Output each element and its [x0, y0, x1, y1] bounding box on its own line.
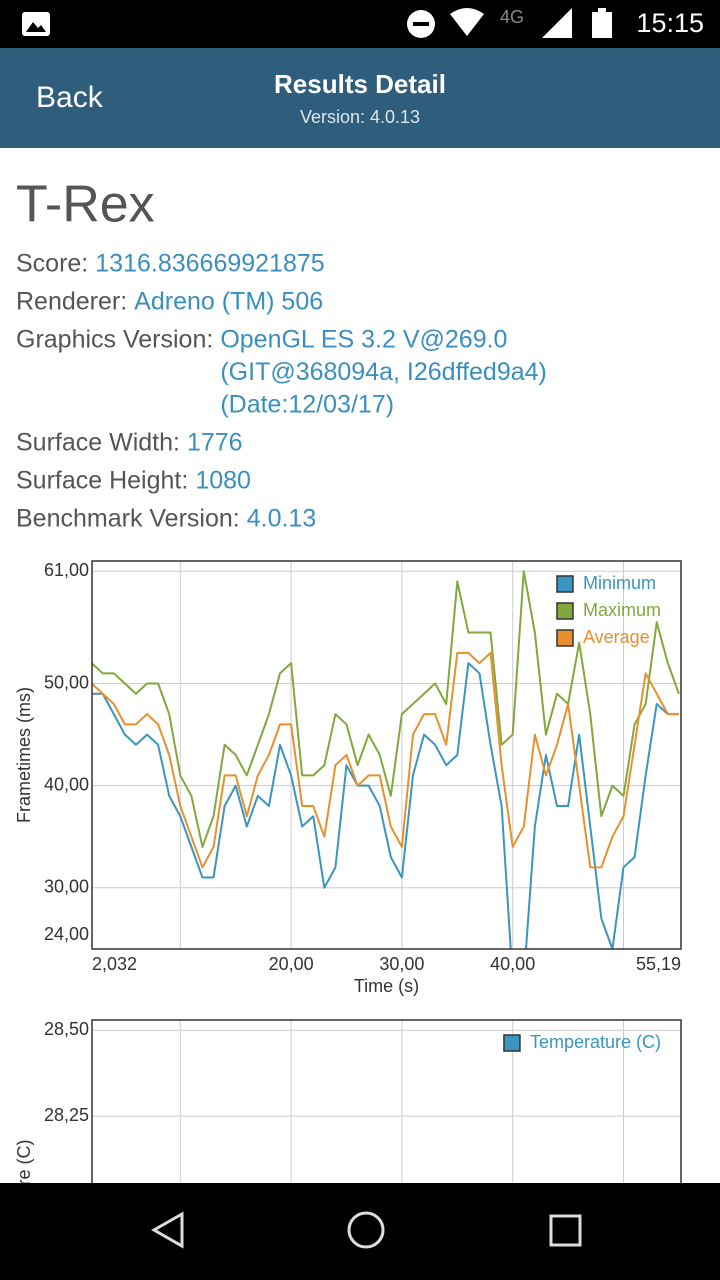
legend-swatch	[556, 575, 574, 593]
detail-value: 1776	[187, 429, 243, 457]
y-tick-label: 50,00	[44, 672, 89, 692]
x-tick-label: 40,00	[490, 954, 535, 974]
test-name: T-Rex	[16, 176, 155, 234]
dnd-bar	[413, 22, 429, 26]
detail-label: Renderer:	[16, 288, 127, 316]
x-tick-label: 55,19	[636, 954, 681, 974]
detail-value: 1080	[195, 467, 251, 495]
detail-value: 1316.836669921875	[95, 250, 324, 278]
detail-value: Adreno (TM) 506	[134, 288, 323, 316]
detail-value: (Date:12/03/17)	[220, 391, 394, 419]
nav-bar	[0, 1183, 720, 1280]
plot-border	[91, 560, 682, 950]
y-tick-label: 24,00	[44, 924, 89, 944]
y-tick-label: 40,00	[44, 774, 89, 794]
signal-icon	[542, 8, 572, 38]
chart: 24,00 30,00 40,00 50,00 61,00 2,032 20,00 30,00…	[14, 560, 682, 996]
network-type: 4G	[500, 7, 524, 27]
y-tick-label: 61,00	[44, 560, 89, 580]
x-axis-label: Time (s)	[354, 976, 419, 996]
app-bar	[0, 48, 720, 148]
image-icon	[22, 12, 50, 36]
nav-home[interactable]	[347, 1211, 385, 1249]
image-icon-glyph	[26, 22, 46, 32]
plot-area	[92, 561, 681, 949]
y-tick-label: 30,00	[44, 876, 89, 896]
nav-recents[interactable]	[549, 1214, 582, 1247]
battery-cap	[598, 8, 606, 12]
legend-swatch	[556, 629, 574, 647]
back-button[interactable]: Back	[36, 81, 104, 114]
nav-back[interactable]	[150, 1211, 184, 1249]
version-subtitle: Version: 4.0.13	[300, 107, 420, 127]
series-line	[92, 651, 679, 869]
legend-label: Maximum	[583, 600, 661, 620]
plot-area	[92, 1020, 681, 1202]
legend-swatch	[503, 1034, 521, 1052]
legend-label: Average	[583, 627, 650, 647]
detail-label: Benchmark Version:	[16, 505, 240, 533]
legend-label: Minimum	[583, 573, 656, 593]
x-tick-label: 20,00	[269, 954, 314, 974]
x-tick-label: 30,00	[379, 954, 424, 974]
detail-value: OpenGL ES 3.2 V@269.0	[220, 326, 507, 354]
x-tick-label: 2,032	[92, 954, 137, 974]
detail-label: Score:	[16, 250, 88, 278]
wifi-icon	[450, 8, 484, 36]
detail-value: 4.0.13	[247, 505, 317, 533]
y-tick-label: 28,25	[44, 1105, 89, 1125]
detail-label: Surface Width:	[16, 429, 180, 457]
screen-title: Results Detail	[274, 69, 446, 99]
legend-label: Temperature (C)	[530, 1032, 661, 1052]
detail-label: Surface Height:	[16, 467, 188, 495]
y-axis-label: Frametimes (ms)	[14, 687, 34, 823]
detail-label: Graphics Version:	[16, 326, 213, 354]
clock: 15:15	[636, 8, 704, 38]
series-line	[92, 662, 679, 949]
legend-swatch	[556, 602, 574, 620]
series-line	[92, 570, 680, 848]
content: T-Rex Score: 1316.836669921875 Renderer: Adr…	[14, 176, 682, 1271]
detail-value: (GIT@368094a, I26dffed9a4)	[220, 358, 547, 386]
y-tick-label: 28,50	[44, 1019, 89, 1039]
battery-icon	[592, 12, 612, 38]
